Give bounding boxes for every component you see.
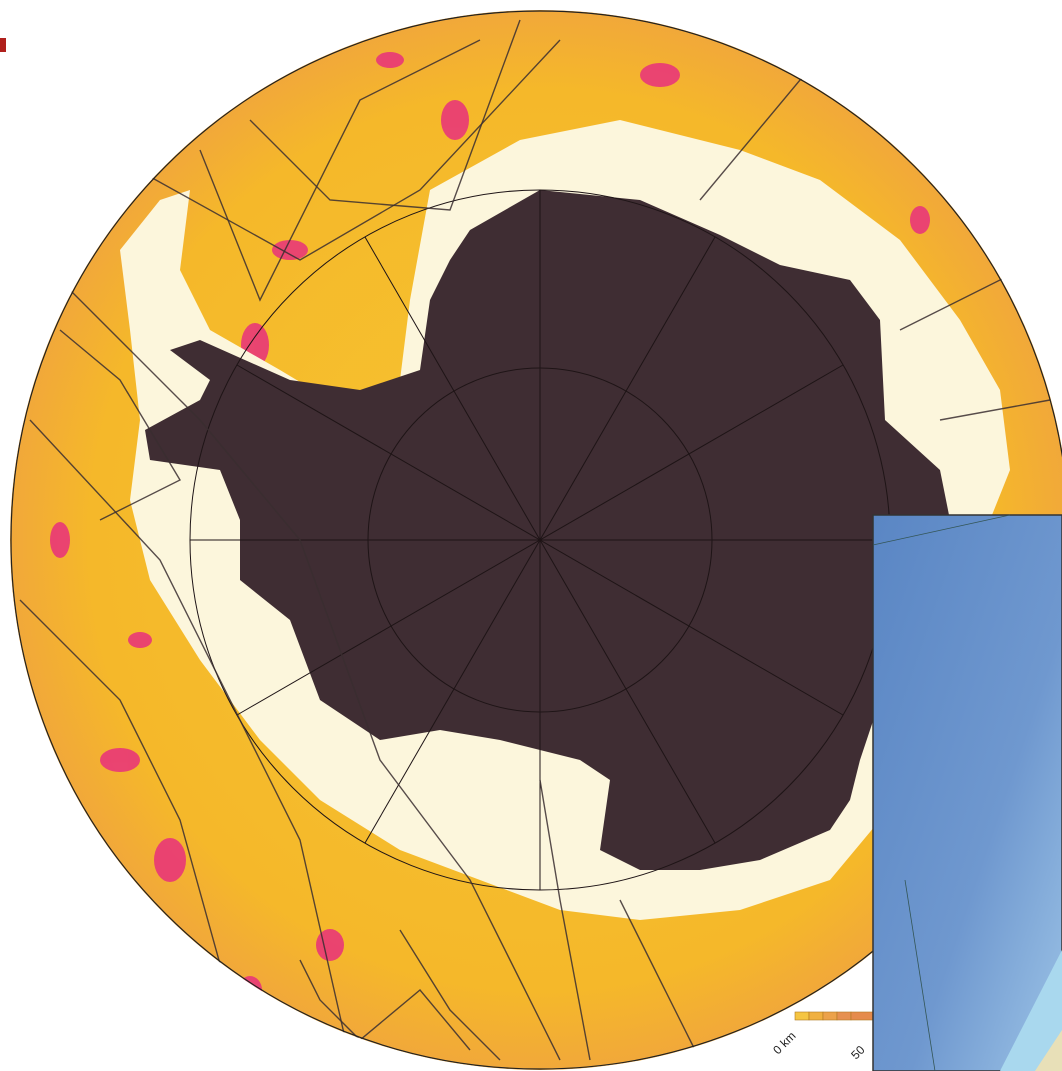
scale-segment: [808, 1011, 824, 1021]
inset-panel: [872, 514, 1062, 1071]
graticule: [189, 189, 891, 891]
continent: [145, 190, 950, 870]
inset-grid-line: [904, 879, 936, 1071]
scale-segment: [850, 1011, 874, 1021]
scale-segment: [836, 1011, 852, 1021]
polar-map: [10, 10, 1062, 1070]
inset-land: [1035, 1030, 1062, 1071]
inset-relief: [872, 514, 1062, 1071]
inset-shallows: [1000, 950, 1062, 1071]
corner-marker: [0, 38, 6, 52]
inset-grid-line: [872, 514, 1011, 546]
scale-segment: [794, 1011, 810, 1021]
scale-segment: [822, 1011, 838, 1021]
anomaly-patches: [50, 52, 930, 1004]
map-border: [10, 10, 1062, 1070]
